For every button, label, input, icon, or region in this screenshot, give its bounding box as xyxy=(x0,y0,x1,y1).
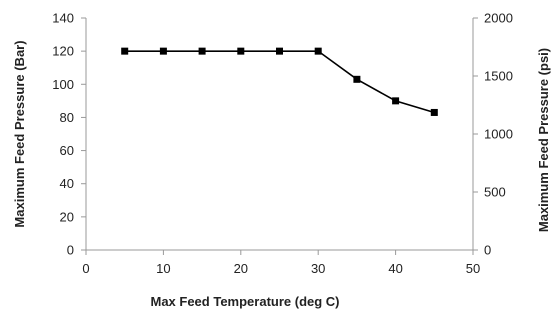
x-axis-ticks: 0 10 20 30 40 50 xyxy=(82,250,480,276)
y2-tick-label: 0 xyxy=(484,243,491,258)
x-tick-label: 50 xyxy=(466,261,480,276)
y-tick-label: 0 xyxy=(67,243,74,258)
series-line xyxy=(124,50,435,114)
data-point xyxy=(198,47,206,55)
y-axis-ticks: 0 20 40 60 80 100 120 140 xyxy=(52,11,86,258)
x-tick-label: 20 xyxy=(234,261,248,276)
data-point xyxy=(392,97,400,105)
y2-axis-title: Maximum Feed Pressure (psi) xyxy=(536,48,551,232)
y2-tick-label: 1000 xyxy=(484,127,513,142)
x-tick-label: 0 xyxy=(82,261,89,276)
data-point xyxy=(237,47,245,55)
y2-tick-label: 1500 xyxy=(484,69,513,84)
y-tick-label: 140 xyxy=(52,11,74,26)
y2-tick-label: 500 xyxy=(484,185,506,200)
y-tick-label: 40 xyxy=(60,176,74,191)
y2-axis-ticks: 0 500 1000 1500 2000 xyxy=(473,11,513,258)
data-point xyxy=(159,47,167,55)
y-axis-title: Maximum Feed Pressure (Bar) xyxy=(12,40,27,227)
y-tick-label: 60 xyxy=(60,143,74,158)
x-tick-label: 40 xyxy=(388,261,402,276)
x-axis-title: Max Feed Temperature (deg C) xyxy=(150,294,339,309)
y-tick-label: 100 xyxy=(52,77,74,92)
y-tick-label: 20 xyxy=(60,209,74,224)
series xyxy=(121,47,438,116)
x-tick-label: 30 xyxy=(311,261,325,276)
data-point xyxy=(430,108,438,116)
y-tick-label: 120 xyxy=(52,44,74,59)
data-point xyxy=(276,47,283,55)
y-tick-label: 80 xyxy=(60,110,74,125)
data-point xyxy=(353,75,361,83)
x-tick-label: 10 xyxy=(156,261,170,276)
data-point xyxy=(314,47,322,55)
y2-tick-label: 2000 xyxy=(484,11,513,26)
data-point xyxy=(121,47,129,55)
